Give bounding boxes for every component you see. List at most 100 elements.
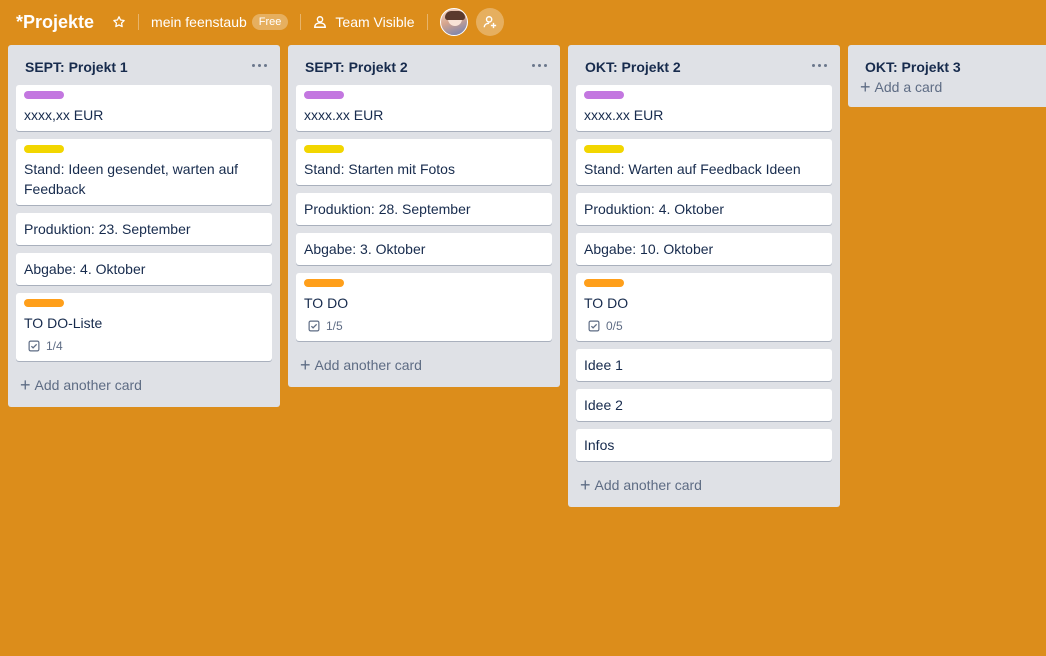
checklist-icon — [588, 320, 600, 332]
visibility-button[interactable]: Team Visible — [307, 8, 420, 36]
checklist-icon — [308, 320, 320, 332]
header-divider — [138, 14, 140, 30]
card[interactable]: Stand: Ideen gesendet, warten auf Feedba… — [16, 139, 272, 205]
card-label-purple[interactable] — [584, 91, 624, 99]
card-title: Abgabe: 10. Oktober — [584, 241, 714, 257]
card-label-yellow[interactable] — [584, 145, 624, 153]
card-list: xxxx.xx EUR Stand: Warten auf Feedback Id… — [568, 85, 840, 461]
star-button[interactable] — [106, 8, 132, 36]
card-title: xxxx.xx EUR — [584, 107, 664, 123]
card-title: Produktion: 4. Oktober — [584, 201, 725, 217]
card[interactable]: Infos — [576, 429, 832, 461]
list-header: SEPT: Projekt 2 — [288, 45, 560, 85]
card-label-yellow[interactable] — [304, 145, 344, 153]
menu-dot — [812, 64, 815, 67]
invite-button[interactable] — [475, 8, 504, 36]
card[interactable]: TO DO-Liste 1/4 — [16, 293, 272, 361]
card-label-orange[interactable] — [24, 299, 64, 307]
card-title: Idee 2 — [584, 397, 623, 413]
header-divider — [426, 14, 428, 30]
card-title: TO DO-Liste — [24, 315, 103, 331]
menu-dot — [252, 64, 255, 67]
checklist-badge: 1/5 — [304, 319, 544, 333]
card[interactable]: TO DO 0/5 — [576, 273, 832, 341]
list-title[interactable]: OKT: Projekt 3 — [865, 59, 961, 75]
card-title: Produktion: 23. September — [24, 221, 191, 237]
add-card-button[interactable]: + Add another card — [288, 349, 560, 381]
plan-badge: Free — [251, 14, 289, 30]
card-title: Infos — [584, 437, 615, 453]
plus-icon: + — [580, 475, 591, 495]
card[interactable]: Stand: Warten auf Feedback Ideen — [576, 139, 832, 185]
card-list: xxxx,xx EUR Stand: Ideen gesendet, warten… — [8, 85, 280, 361]
menu-dot — [258, 64, 261, 67]
card-title: Abgabe: 3. Oktober — [304, 241, 426, 257]
card[interactable]: Abgabe: 3. Oktober — [296, 233, 552, 265]
checklist-badge: 1/4 — [24, 339, 264, 353]
list-title[interactable]: SEPT: Projekt 2 — [305, 59, 408, 75]
add-card-button[interactable]: + Add another card — [8, 369, 280, 401]
card-label-orange[interactable] — [584, 279, 624, 287]
workspace-name: mein feenstaub — [151, 14, 247, 30]
add-card-label: Add a card — [874, 79, 943, 95]
card-label-purple[interactable] — [24, 91, 64, 99]
list-menu-icon[interactable] — [252, 58, 268, 72]
menu-dot — [264, 64, 267, 67]
menu-dot — [544, 64, 547, 67]
checklist-count: 1/5 — [326, 319, 343, 333]
card-title: Idee 1 — [584, 357, 623, 373]
card-title: TO DO — [304, 295, 349, 311]
list-title[interactable]: OKT: Projekt 2 — [585, 59, 681, 75]
team-icon — [314, 16, 327, 28]
card-title: TO DO — [584, 295, 629, 311]
member-avatar[interactable] — [439, 8, 468, 36]
list-menu-icon[interactable] — [532, 58, 548, 72]
checklist-count: 0/5 — [606, 319, 623, 333]
card[interactable]: TO DO 1/5 — [296, 273, 552, 341]
card-label-orange[interactable] — [304, 279, 344, 287]
checklist-icon — [28, 340, 40, 352]
card[interactable]: Idee 2 — [576, 389, 832, 421]
card[interactable]: Produktion: 28. September — [296, 193, 552, 225]
plus-icon: + — [860, 77, 871, 97]
add-card-label: Add another card — [34, 377, 142, 393]
card-title: Abgabe: 4. Oktober — [24, 261, 146, 277]
card-list: xxxx.xx EUR Stand: Starten mit Fotos Produ… — [288, 85, 560, 341]
card[interactable]: xxxx.xx EUR — [576, 85, 832, 131]
card[interactable]: Abgabe: 4. Oktober — [16, 253, 272, 285]
menu-dot — [538, 64, 541, 67]
list-title[interactable]: SEPT: Projekt 1 — [25, 59, 128, 75]
card-label-yellow[interactable] — [24, 145, 64, 153]
card[interactable]: xxxx,xx EUR — [16, 85, 272, 131]
card[interactable]: Produktion: 4. Oktober — [576, 193, 832, 225]
list-2: SEPT: Projekt 2 xxxx.xx EUR Stand: Starten… — [288, 45, 560, 387]
plus-icon: + — [300, 355, 311, 375]
checklist-count: 1/4 — [46, 339, 63, 353]
visibility-label: Team Visible — [335, 14, 415, 30]
board-header: *Projekte mein feenstaub Free Team Visib… — [0, 0, 1046, 44]
card-title: Produktion: 28. September — [304, 201, 471, 217]
card[interactable]: Idee 1 — [576, 349, 832, 381]
list-menu-icon[interactable] — [812, 58, 828, 72]
board-title[interactable]: *Projekte — [16, 11, 95, 32]
add-card-label: Add another card — [314, 357, 422, 373]
card[interactable]: xxxx.xx EUR — [296, 85, 552, 131]
card[interactable]: Abgabe: 10. Oktober — [576, 233, 832, 265]
star-icon — [113, 16, 125, 28]
card-label-purple[interactable] — [304, 91, 344, 99]
card-title: Stand: Starten mit Fotos — [304, 161, 455, 177]
card-title: xxxx.xx EUR — [304, 107, 384, 123]
add-card-button[interactable]: + Add another card — [568, 469, 840, 501]
menu-dot — [818, 64, 821, 67]
list-1: SEPT: Projekt 1 xxxx,xx EUR Stand: Ideen g… — [8, 45, 280, 407]
card[interactable]: Stand: Starten mit Fotos — [296, 139, 552, 185]
card-title: Stand: Warten auf Feedback Ideen — [584, 161, 801, 177]
card-title: Stand: Ideen gesendet, warten auf Feedba… — [24, 161, 239, 197]
checklist-badge: 0/5 — [584, 319, 824, 333]
plus-icon: + — [20, 375, 31, 395]
add-member-icon — [483, 16, 496, 29]
add-card-button[interactable]: + Add a card — [848, 71, 1046, 103]
workspace-button[interactable]: mein feenstaub Free — [145, 8, 294, 36]
card[interactable]: Produktion: 23. September — [16, 213, 272, 245]
menu-dot — [824, 64, 827, 67]
